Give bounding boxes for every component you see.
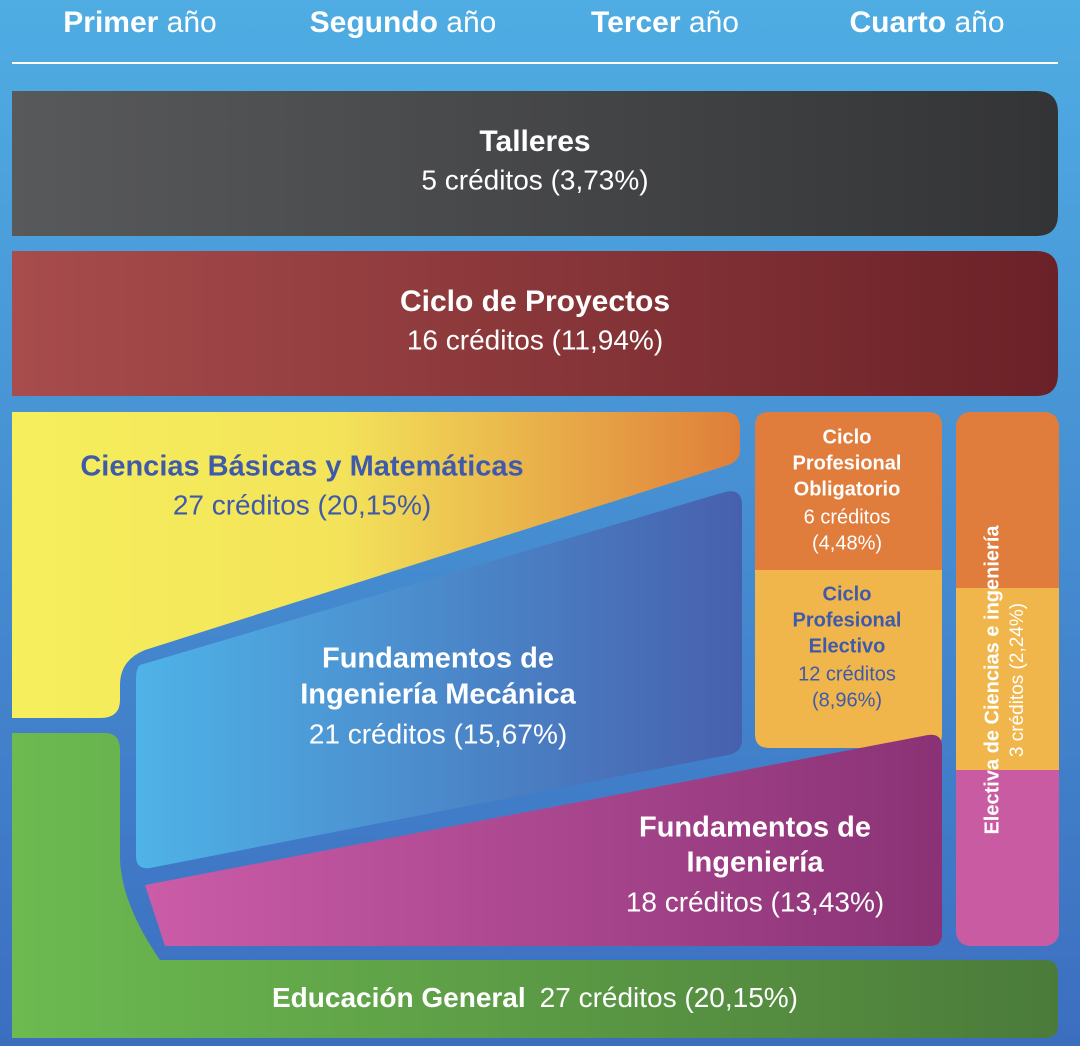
year: Segundo año [310,6,497,39]
general-block [12,733,1058,1038]
block-title: Ciclo [823,426,872,448]
block-title: Ciclo [823,583,872,605]
ciencias-block [12,412,740,718]
block-title: Ciclo de Proyectos [400,285,670,318]
year: Primer año [63,6,216,39]
block-credits: 18 créditos (13,43%) [626,886,884,917]
mecanica-block [136,491,742,869]
block-title: Profesional [793,452,902,474]
block-credits: 3 créditos (2,24%) [1007,603,1028,757]
ingenieria-block [145,734,942,946]
block-credits: 21 créditos (15,67%) [309,718,567,749]
electivo-block [755,570,942,748]
block-title: Ingeniería [687,847,825,879]
block-credits: 12 créditos [798,663,896,685]
block-title: Fundamentos de [322,643,554,675]
block-title: Obligatorio [794,478,901,500]
year-rest: año [689,6,739,39]
block-credits: 16 créditos (11,94%) [407,324,663,355]
year-bold: Primer [63,6,158,39]
electiva-block [956,412,1059,946]
year-bold: Segundo [310,6,438,39]
year: Cuarto año [849,6,1004,39]
block-title: Profesional [793,609,902,631]
obligatorio-block [755,412,942,570]
block-title: Talleres [479,125,590,158]
talleres-block [12,91,1058,236]
year-rest: año [167,6,217,39]
block-title: Fundamentos de [639,812,871,844]
block-title: Ingeniería Mecánica [300,679,576,711]
year-bold: Cuarto [849,6,946,39]
block-credits: (8,96%) [812,689,882,711]
year-bold: Tercer [591,6,681,39]
year: Tercer año [591,6,739,39]
year-rest: año [954,6,1004,39]
year-header: Primer año Segundo año Tercer año Cuarto… [63,6,1004,39]
block-title: Ciencias Básicas y Matemáticas [80,451,523,483]
year-rest: año [446,6,496,39]
block-credits: 5 créditos (3,73%) [421,164,648,195]
block-credits: 6 créditos [804,506,891,528]
block-title: Electivo [809,635,886,657]
block-title: Educación General [272,982,526,1013]
block-title: Electiva de Ciencias e ingeniería [981,525,1003,835]
general-label: Educación General 27 créditos (20,15%) [272,982,798,1013]
block-credits: (4,48%) [812,532,882,554]
proyectos-block [12,251,1058,396]
block-credits: 27 créditos (20,15%) [540,982,798,1013]
block-credits: 27 créditos (20,15%) [173,489,431,520]
